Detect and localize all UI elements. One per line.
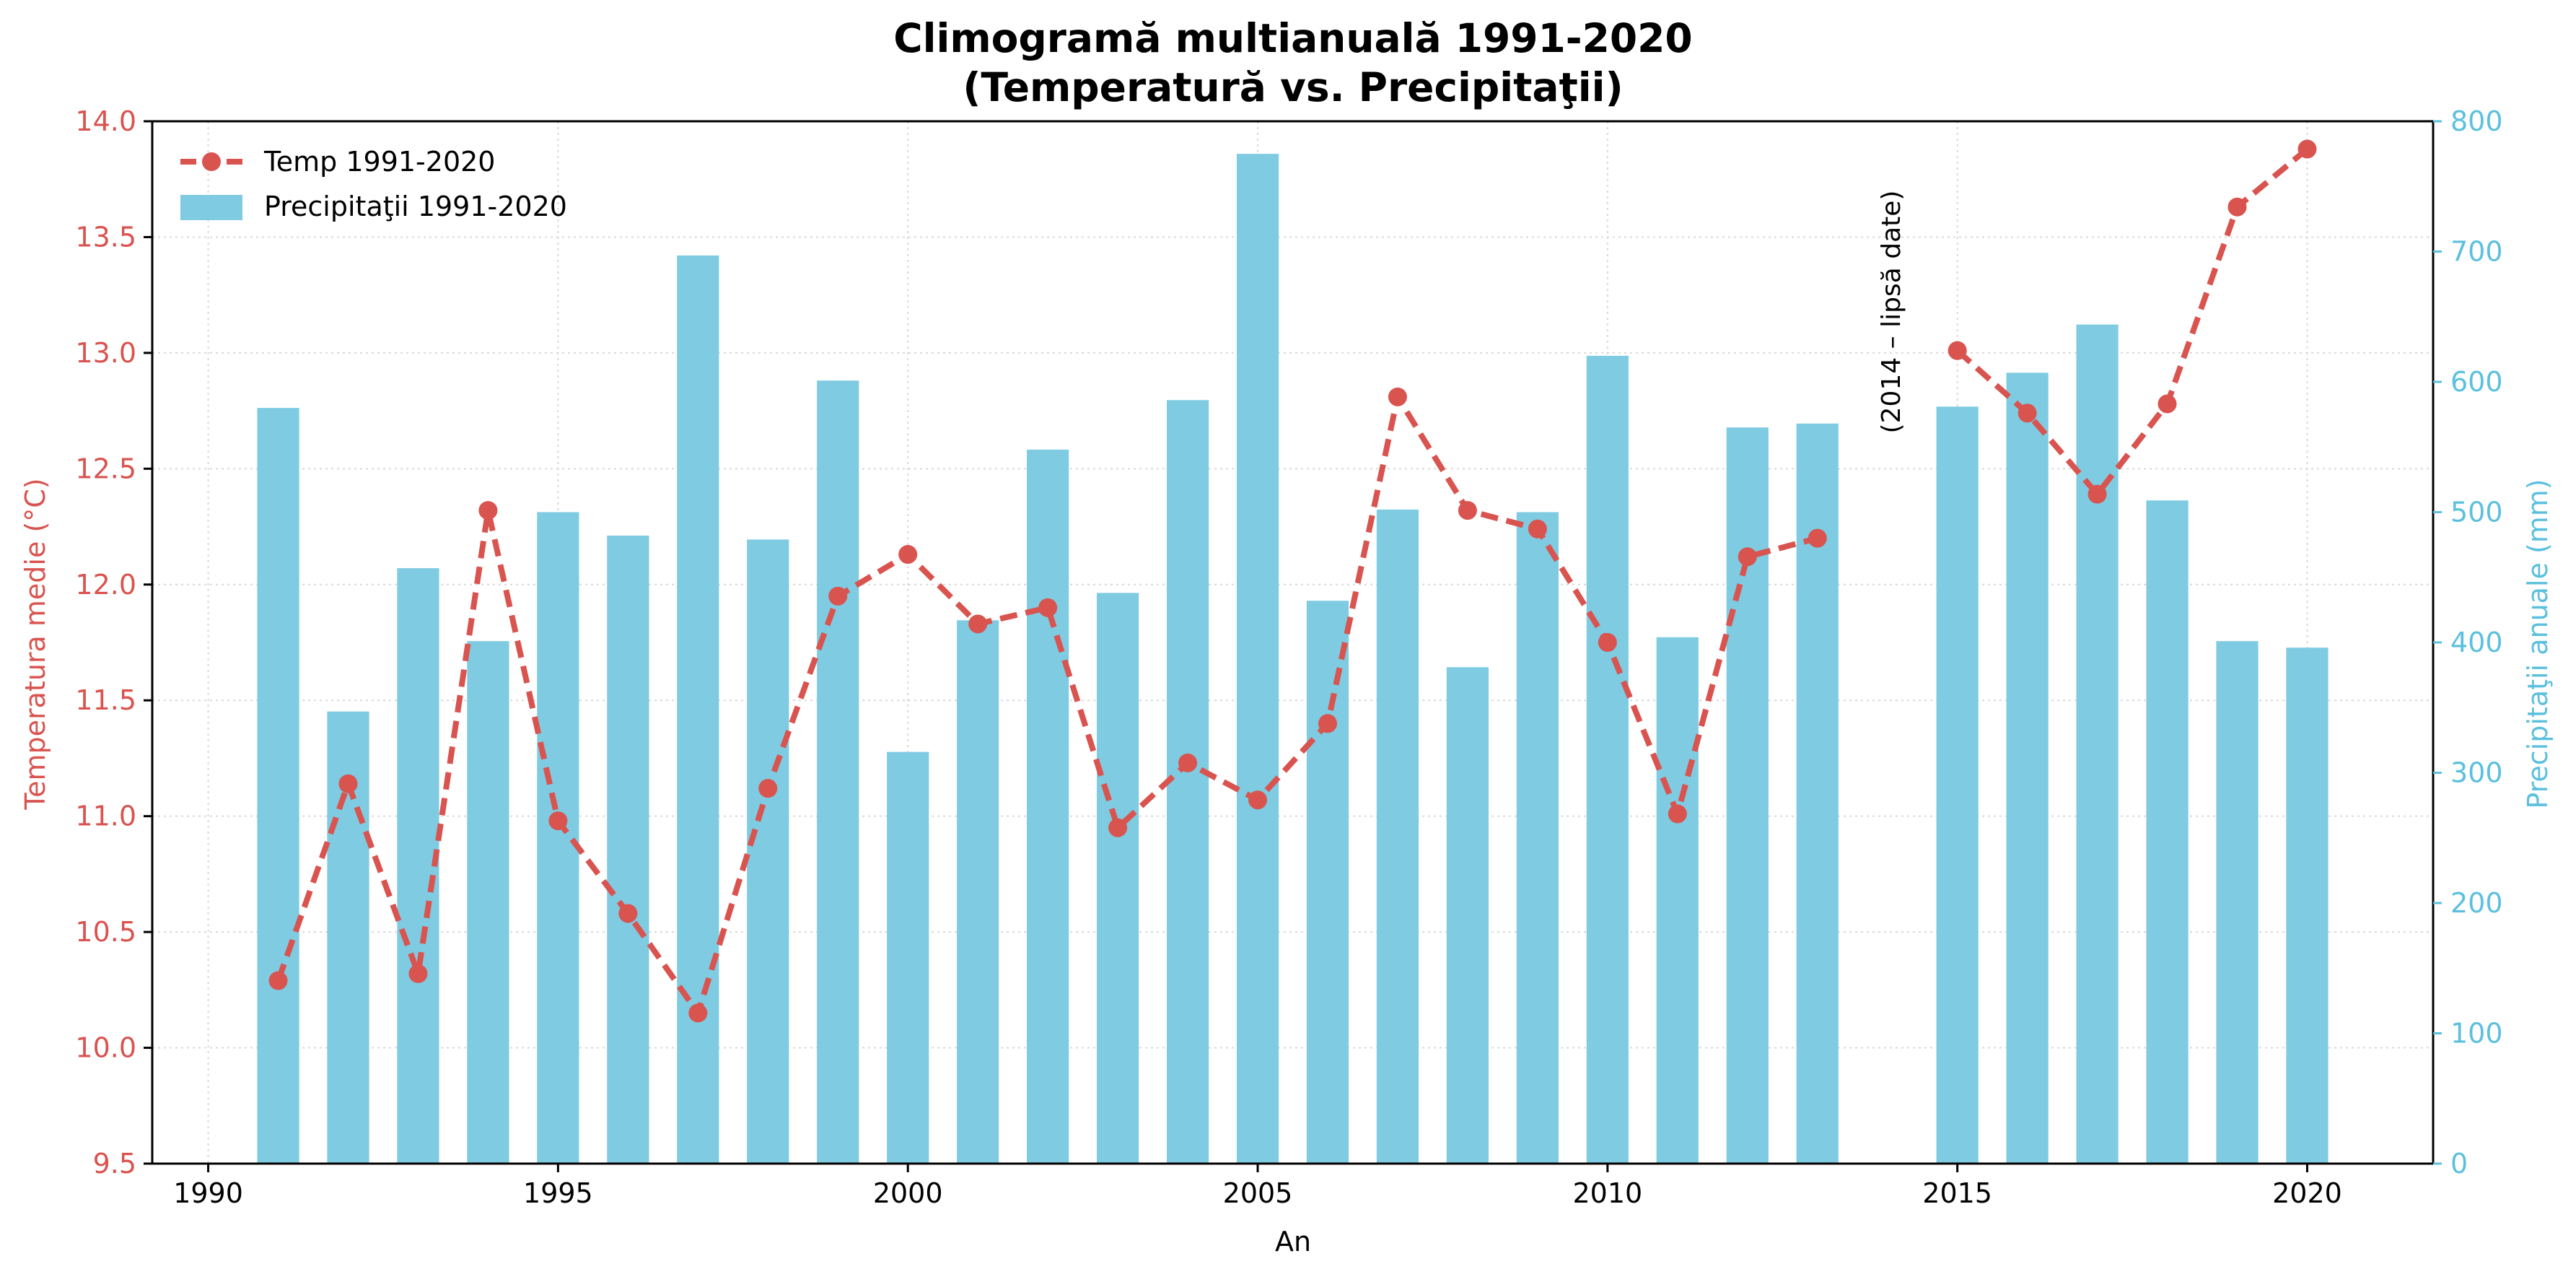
x-tick-label: 2020 [2272, 1177, 2342, 1209]
temperature-point-2016 [2018, 404, 2037, 423]
y-right-tick-label: 200 [2450, 887, 2503, 919]
temperature-point-2009 [1528, 519, 1547, 538]
y-right-tick-label: 400 [2450, 627, 2503, 658]
y-left-tick-label: 10.5 [75, 916, 136, 948]
x-axis-label: An [1275, 1226, 1311, 1257]
temperature-point-1994 [478, 501, 498, 520]
temperature-point-1993 [408, 964, 428, 983]
precipitation-bar-1991 [257, 408, 299, 1164]
temperature-point-1995 [548, 811, 568, 831]
precipitation-bar-2011 [1656, 637, 1699, 1164]
y-left-tick-label: 9.5 [93, 1148, 136, 1179]
precipitation-bar-2017 [2076, 324, 2119, 1164]
precipitation-bar-2015 [1936, 406, 1979, 1164]
precipitation-bar-2006 [1306, 601, 1349, 1164]
temperature-point-1999 [828, 586, 848, 606]
x-tick-label: 1995 [523, 1177, 593, 1209]
y-right-tick-label: 100 [2450, 1018, 2503, 1050]
temperature-line [268, 139, 2317, 1023]
y-axis-right-label: Precipitaţii anuale (mm) [2522, 479, 2554, 808]
y-right-tick-label: 300 [2450, 757, 2503, 789]
temperature-line-segment-1 [275, 393, 1818, 1016]
precipitation-bar-1996 [607, 535, 649, 1164]
x-tick-label: 2010 [1572, 1177, 1642, 1209]
temperature-point-2013 [1808, 528, 1827, 548]
y-left-tick-label: 10.0 [75, 1032, 136, 1064]
temperature-point-2002 [1038, 598, 1058, 617]
temperature-point-2000 [898, 545, 918, 564]
axes [144, 120, 2442, 1172]
legend-label-temperature: Temp 1991-2020 [263, 146, 495, 178]
precipitation-bar-2009 [1516, 512, 1559, 1164]
temperature-point-2018 [2157, 394, 2177, 414]
tick-labels: 1990 1995 2000 2005 2010 2015 20209.510.010.51… [75, 105, 2502, 1209]
temperature-point-2004 [1178, 753, 1198, 772]
precipitation-bar-2016 [2006, 372, 2049, 1164]
temperature-point-2005 [1248, 790, 1268, 810]
temperature-point-1996 [618, 904, 638, 923]
precipitation-bar-1997 [677, 255, 719, 1164]
y-right-tick-label: 600 [2450, 366, 2503, 398]
precipitation-bar-2001 [957, 620, 999, 1164]
x-tick-label: 2015 [1922, 1177, 1992, 1209]
precipitation-bar-1998 [747, 539, 789, 1164]
precipitation-bar-1995 [537, 512, 579, 1164]
missing-data-annotation: (2014 – lipsă date) [1877, 191, 1906, 434]
legend-label-precipitation: Precipitaţii 1991-2020 [264, 191, 567, 222]
precipitation-bar-2018 [2146, 500, 2189, 1164]
precipitation-bar-2010 [1586, 355, 1629, 1164]
y-left-tick-label: 11.0 [75, 801, 136, 832]
temperature-point-2019 [2227, 197, 2247, 217]
y-left-tick-label: 13.5 [75, 221, 136, 253]
temperature-point-2020 [2297, 139, 2317, 159]
temperature-point-2008 [1458, 501, 1477, 520]
precipitation-bar-2008 [1446, 667, 1489, 1164]
temperature-point-1991 [268, 971, 288, 990]
x-tick-label: 1990 [173, 1177, 243, 1209]
precipitation-bar-1999 [817, 380, 859, 1164]
y-left-tick-label: 11.5 [75, 684, 136, 716]
precipitation-bar-2003 [1097, 593, 1139, 1164]
precipitation-bar-2019 [2216, 641, 2259, 1164]
y-left-tick-label: 12.5 [75, 453, 136, 484]
temperature-point-2011 [1668, 804, 1687, 824]
temperature-point-2017 [2087, 484, 2107, 504]
y-axis-left-label: Temperatura medie (°C) [19, 478, 51, 810]
precipitation-bar-2004 [1166, 400, 1209, 1164]
temperature-point-2006 [1318, 714, 1337, 733]
y-right-tick-label: 0 [2450, 1148, 2468, 1179]
temperature-point-2007 [1388, 387, 1407, 406]
y-right-tick-label: 800 [2450, 105, 2503, 137]
y-right-tick-label: 500 [2450, 497, 2503, 528]
temperature-point-1992 [338, 774, 358, 793]
y-left-tick-label: 13.0 [75, 337, 136, 369]
temperature-point-2012 [1738, 547, 1757, 567]
y-left-tick-label: 14.0 [75, 105, 136, 137]
y-left-tick-label: 12.0 [75, 569, 136, 601]
precipitation-bar-2000 [887, 751, 929, 1164]
precipitation-bar-2005 [1236, 154, 1279, 1164]
temperature-point-2001 [968, 614, 988, 634]
chart-title-line1: Climogramă multianuală 1991-2020 [893, 15, 1692, 61]
precipitation-bars [257, 154, 2329, 1164]
temperature-line-segment-2 [1955, 147, 2310, 497]
temperature-point-2010 [1598, 633, 1617, 652]
temperature-point-2003 [1108, 818, 1128, 837]
legend: Temp 1991-2020 Precipitaţii 1991-2020 [180, 146, 567, 222]
temperature-point-2015 [1948, 341, 1967, 360]
precipitation-bar-2012 [1726, 427, 1769, 1164]
chart-title-line2: (Temperatură vs. Precipitaţii) [963, 64, 1623, 110]
temperature-point-1998 [758, 779, 778, 798]
x-tick-label: 2000 [873, 1177, 943, 1209]
precipitation-bar-1994 [467, 641, 509, 1164]
temperature-point-1997 [688, 1003, 708, 1023]
y-right-tick-label: 700 [2450, 236, 2503, 268]
precipitation-bar-2020 [2286, 647, 2329, 1164]
x-tick-label: 2005 [1223, 1177, 1293, 1209]
precipitation-bar-2007 [1376, 509, 1419, 1164]
precipitation-bar-2002 [1027, 449, 1069, 1164]
